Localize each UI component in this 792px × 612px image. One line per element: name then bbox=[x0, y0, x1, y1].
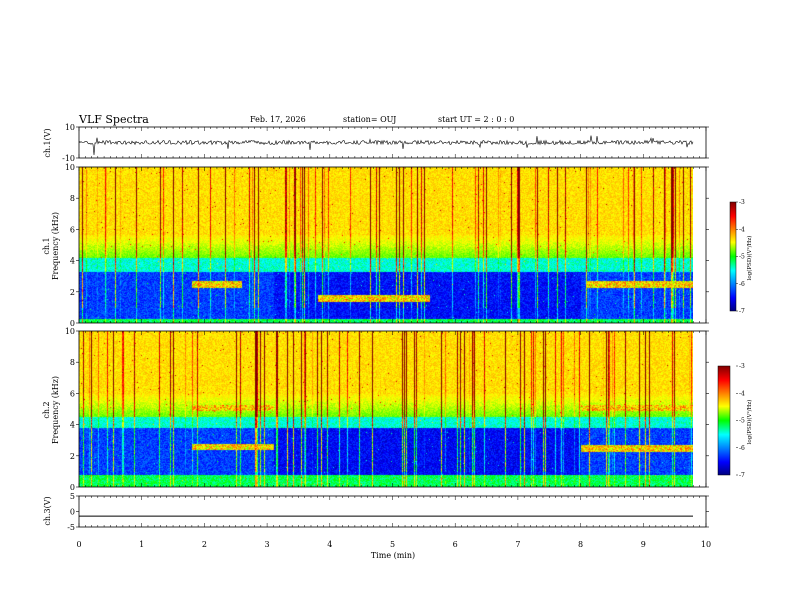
ch1-spectrogram-ytick-label: 10 bbox=[65, 163, 75, 172]
colorbar-tick-label: -7 bbox=[739, 472, 745, 479]
ch1-spectrogram-channel-label: ch.1 bbox=[42, 237, 51, 254]
ch1-spectrogram-ytick-label: 8 bbox=[70, 194, 75, 203]
ch2-frequency-label: Frequency (kHz) bbox=[51, 376, 60, 444]
ch1-waveform-ytick-label: -10 bbox=[62, 154, 75, 163]
ch3-waveform-ytick-label: 0 bbox=[70, 508, 75, 517]
ch1-colorbar: -3 -4 -5 -6 -7 log(PSD)(V²/Hz) bbox=[729, 199, 753, 315]
colorbar-tick-label: -7 bbox=[739, 308, 745, 315]
ch3-waveform-ytick-label: 5 bbox=[70, 492, 75, 501]
station-label: station= OUJ bbox=[343, 115, 396, 124]
colorbar-tick-label: -4 bbox=[739, 226, 745, 233]
x-tick-label: 5 bbox=[390, 540, 395, 549]
x-axis-label: Time (min) bbox=[371, 551, 415, 560]
x-tick-label: 8 bbox=[578, 540, 583, 549]
ch1-spectrogram-ytick-label: 6 bbox=[70, 225, 75, 234]
ch1-spectrogram-ytick-label: 2 bbox=[70, 288, 75, 297]
x-tick-label: 2 bbox=[202, 540, 207, 549]
ch1-spectrogram-image bbox=[79, 167, 693, 323]
ch2-spectrogram-image bbox=[79, 331, 693, 487]
ch3-waveform-panel bbox=[78, 495, 707, 528]
ch2-spectrogram-ytick-label: 10 bbox=[65, 327, 75, 336]
ch1-waveform-ytick-label: 10 bbox=[65, 123, 75, 132]
x-tick-label: 9 bbox=[641, 540, 646, 549]
colorbar-tick-label: -5 bbox=[739, 418, 745, 425]
ch1-spectrogram bbox=[78, 166, 707, 324]
ch2-colorbar-label: log(PSD)(V²/Hz) bbox=[746, 400, 753, 445]
ch3-waveform-ytick-label: -5 bbox=[67, 523, 75, 532]
x-tick-label: 1 bbox=[139, 540, 144, 549]
ch2-spectrogram-ytick-label: 0 bbox=[70, 483, 75, 492]
x-tick-label: 6 bbox=[453, 540, 458, 549]
ch2-spectrogram-ytick-label: 2 bbox=[70, 452, 75, 461]
colorbar-tick-label: -6 bbox=[739, 281, 745, 288]
x-tick-label: 3 bbox=[265, 540, 270, 549]
ch1-waveform-trace bbox=[78, 135, 694, 156]
ch2-spectrogram-ytick-label: 4 bbox=[70, 421, 75, 430]
ch1-frequency-label: Frequency (kHz) bbox=[51, 212, 60, 280]
date-label: Feb. 17, 2026 bbox=[250, 115, 306, 124]
ch1-spectrogram-ytick-label: 4 bbox=[70, 257, 75, 266]
x-tick-label: 7 bbox=[515, 540, 520, 549]
ch1-colorbar-label: log(PSD)(V²/Hz) bbox=[746, 236, 753, 281]
ch2-spectrogram-ytick-label: 6 bbox=[70, 389, 75, 398]
x-tick-label: 10 bbox=[701, 540, 711, 549]
start-time-label: start UT = 2 : 0 : 0 bbox=[438, 115, 514, 124]
ch1-spectrogram-ytick-label: 0 bbox=[70, 319, 75, 328]
colorbar-tick-label: -4 bbox=[739, 390, 745, 397]
ch2-spectrogram-ytick-label: 8 bbox=[70, 358, 75, 367]
ch1-waveform-ylabel: ch.1(V) bbox=[43, 128, 52, 157]
colorbar-tick-label: -3 bbox=[739, 363, 745, 370]
ch2-colorbar: -3 -4 -5 -6 -7 log(PSD)(V²/Hz) bbox=[717, 363, 753, 479]
figure-title: VLF Spectra bbox=[78, 113, 149, 126]
colorbar-tick-label: -5 bbox=[739, 254, 745, 261]
x-tick-label: 4 bbox=[327, 540, 332, 549]
colorbar-tick-label: -6 bbox=[739, 445, 745, 452]
ch2-spectrogram-channel-label: ch.2 bbox=[42, 401, 51, 418]
colorbar-tick-label: -3 bbox=[739, 199, 745, 206]
ch1-waveform-panel bbox=[78, 126, 707, 159]
x-tick-label: 0 bbox=[76, 540, 81, 549]
ch3-waveform-ylabel: ch.3(V) bbox=[43, 496, 52, 525]
ch2-spectrogram bbox=[78, 330, 707, 488]
